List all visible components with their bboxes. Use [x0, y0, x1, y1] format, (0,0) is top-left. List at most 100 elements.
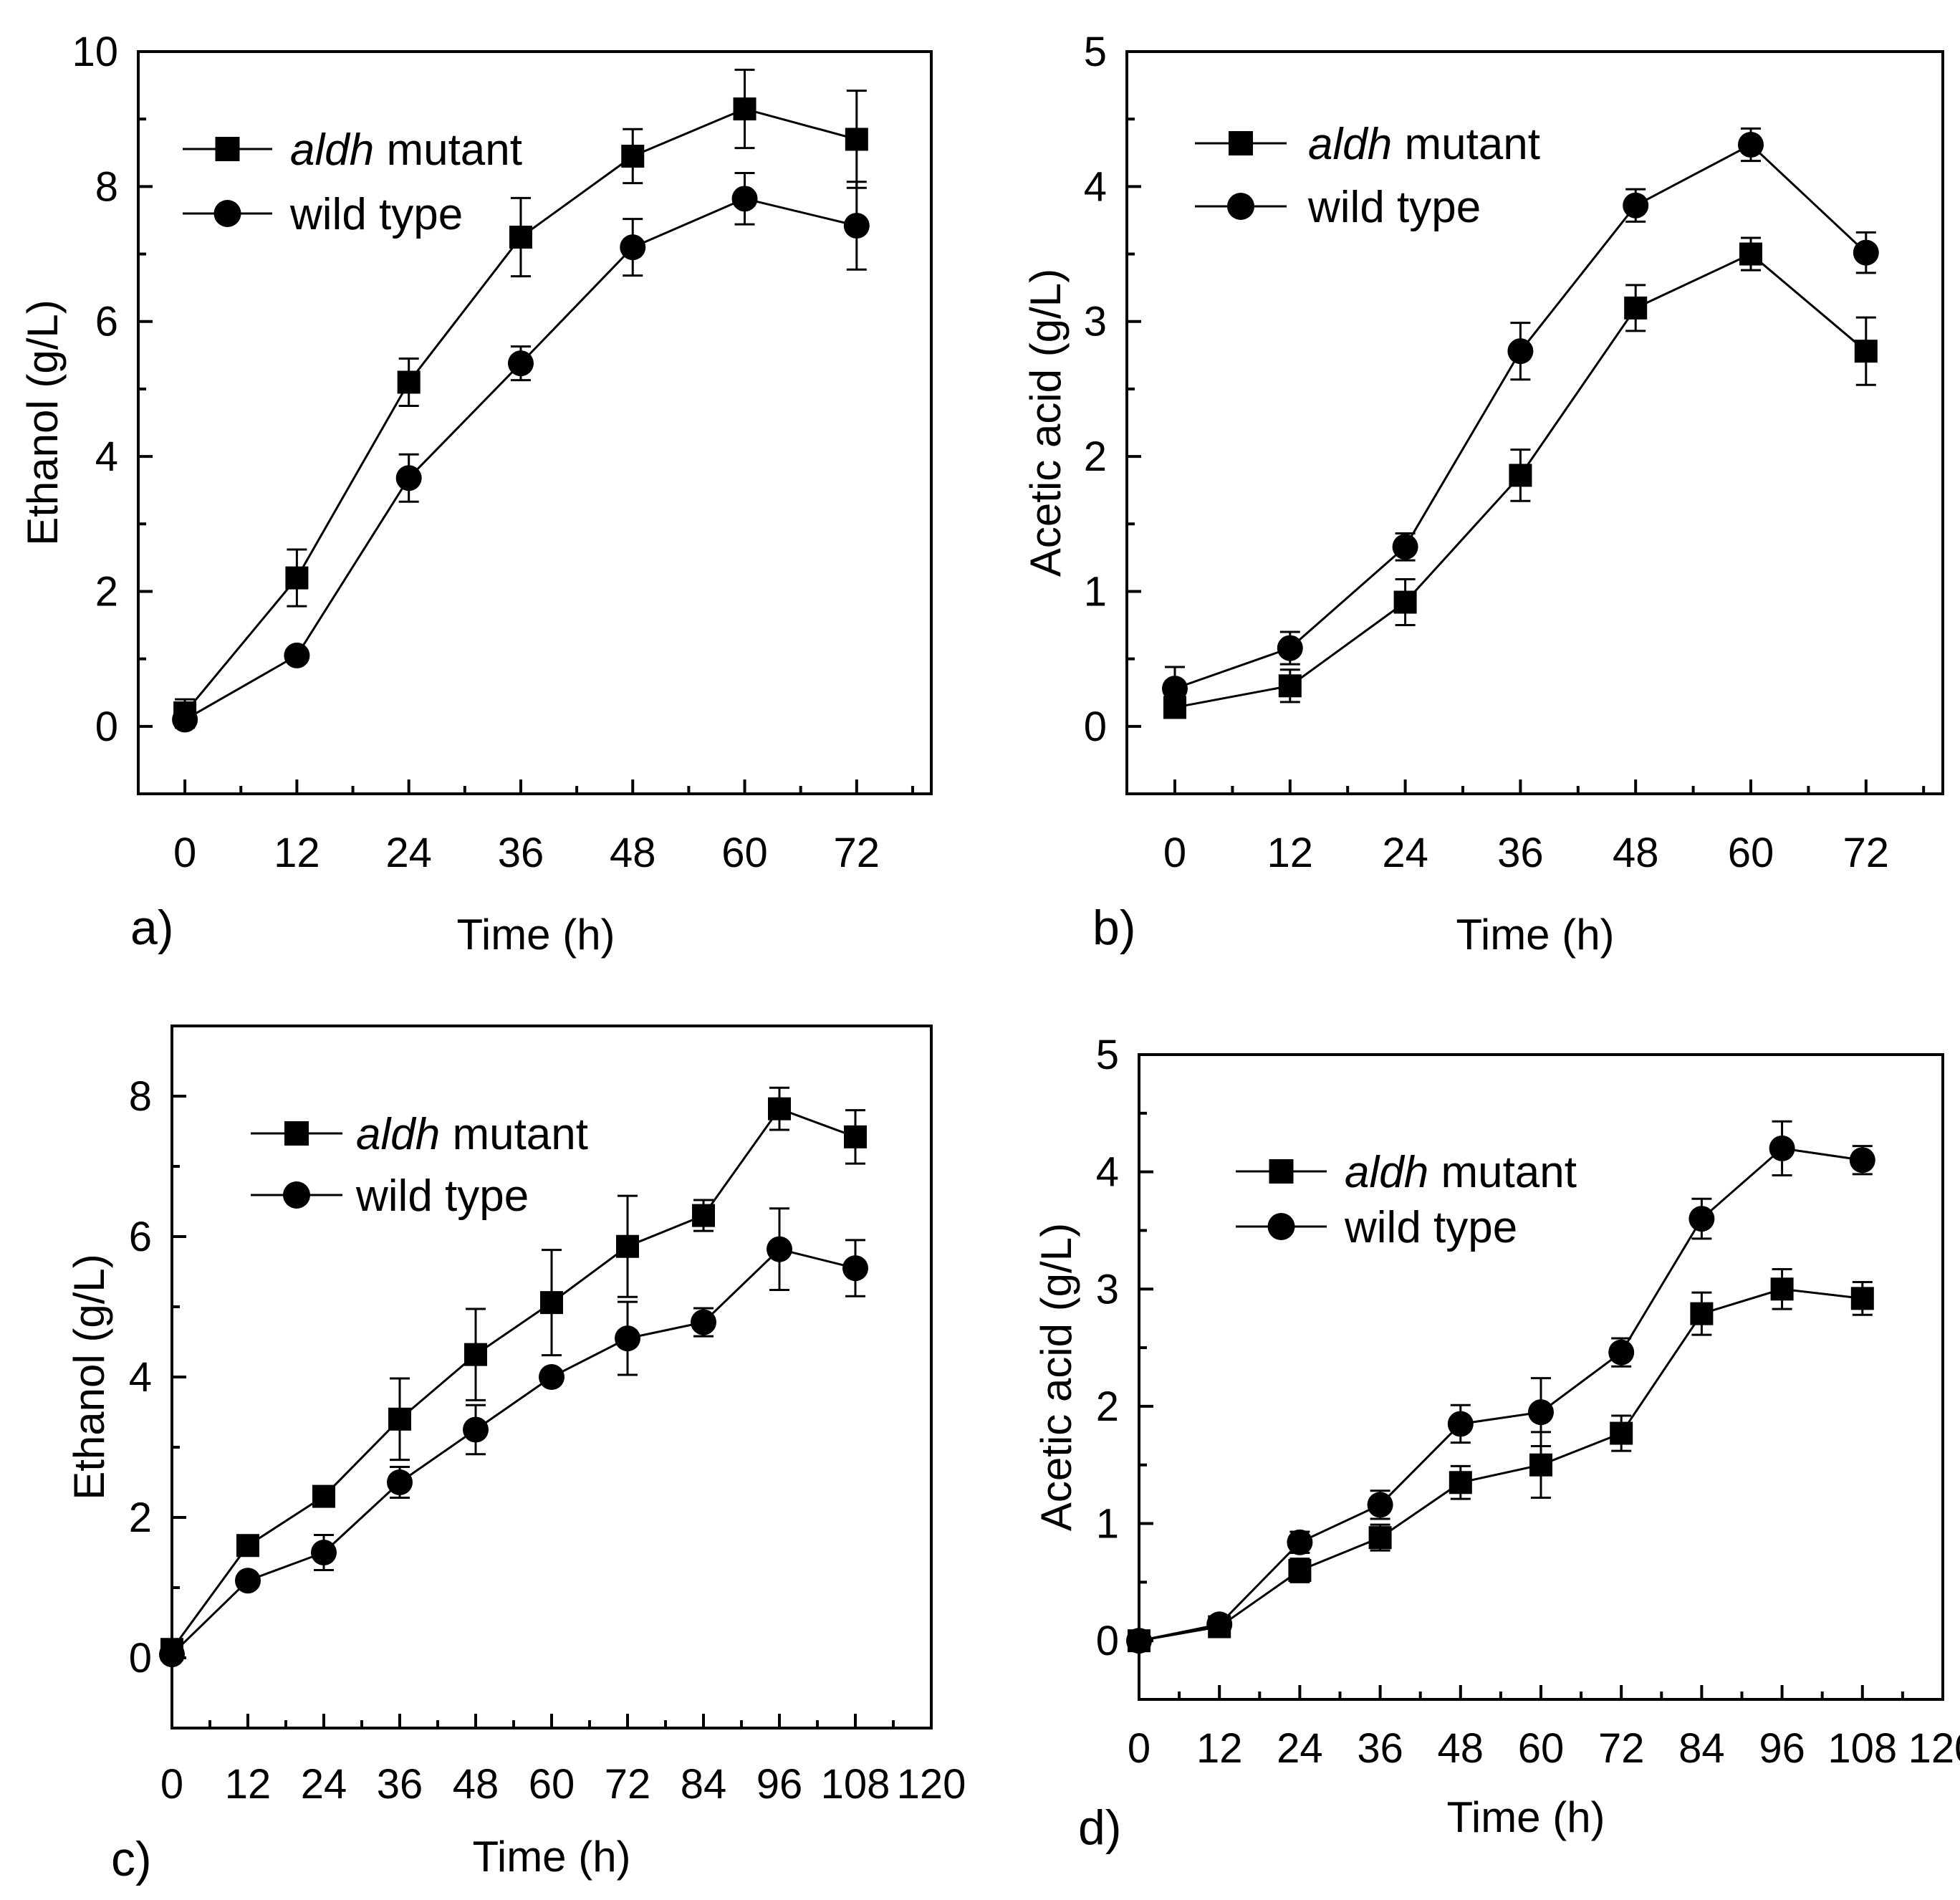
x-tick-label: 120: [897, 1761, 966, 1808]
y-axis-label: Ethanol (g/L): [65, 1254, 113, 1500]
square-marker: [1739, 242, 1762, 266]
square-marker: [1770, 1277, 1794, 1301]
x-tick-label: 60: [721, 830, 768, 876]
series-line: [1174, 143, 1867, 690]
x-tick-label: 36: [1497, 830, 1544, 876]
circle-marker: [767, 1236, 792, 1262]
x-tick-label: 0: [1128, 1725, 1150, 1772]
square-marker: [1854, 340, 1878, 363]
y-tick-label: 6: [129, 1214, 152, 1260]
x-axis-label: Time (h): [1456, 911, 1614, 959]
series-line: [1138, 1287, 1863, 1642]
y-tick-label: 4: [129, 1354, 152, 1401]
legend-label-text: wild type: [355, 1171, 529, 1221]
circle-marker: [463, 1416, 489, 1443]
legend-label-italic: aldh: [290, 125, 374, 175]
square-marker: [1393, 590, 1417, 614]
circle-marker: [1392, 534, 1418, 560]
circle-marker: [1623, 192, 1649, 219]
legend-label-text: mutant: [374, 125, 522, 175]
y-tick-label: 4: [95, 433, 118, 480]
panel-d: 01224364860728496108120012345Time (h)Ace…: [1032, 1032, 1960, 1855]
x-tick-label: 24: [301, 1761, 347, 1808]
legend-circle-marker: [283, 1181, 310, 1209]
x-tick-label: 36: [498, 830, 544, 876]
square-marker: [1610, 1421, 1633, 1445]
square-marker: [540, 1291, 563, 1315]
y-tick-label: 5: [1096, 1032, 1119, 1078]
circle-marker: [842, 1255, 868, 1282]
y-tick-label: 0: [1084, 704, 1107, 750]
x-tick-label: 60: [1518, 1725, 1565, 1772]
y-tick-label: 8: [95, 163, 118, 210]
x-tick-label: 36: [1357, 1725, 1403, 1772]
legend-circle-marker: [1227, 193, 1254, 220]
circle-marker: [1206, 1611, 1233, 1638]
circle-marker: [691, 1309, 716, 1335]
y-tick-label: 1: [1084, 568, 1107, 615]
legend-square-marker: [215, 137, 240, 161]
x-tick-label: 48: [1613, 830, 1659, 876]
y-tick-label: 4: [1096, 1149, 1119, 1196]
x-tick-label: 48: [1438, 1725, 1484, 1772]
legend-label-text: wild type: [289, 190, 463, 239]
square-marker: [464, 1343, 487, 1366]
legend-square-marker: [1269, 1159, 1294, 1184]
x-tick-label: 96: [1759, 1725, 1805, 1772]
square-marker: [616, 1234, 639, 1258]
circle-marker: [1608, 1339, 1635, 1366]
legend-label: wild type: [1307, 183, 1481, 232]
y-axis-label: Ethanol (g/L): [19, 299, 67, 546]
x-tick-label: 0: [160, 1761, 183, 1808]
legend: aldh mutant wild type: [251, 1110, 588, 1221]
square-marker: [692, 1204, 715, 1227]
x-tick-label: 60: [1728, 830, 1774, 876]
x-tick-label: 12: [274, 830, 320, 876]
legend-circle-marker: [213, 200, 241, 227]
legend-circle-marker: [1267, 1213, 1295, 1240]
x-axis-label: Time (h): [456, 911, 615, 959]
circle-marker: [615, 1325, 640, 1352]
square-marker: [236, 1534, 259, 1558]
panel-label: d): [1078, 1800, 1121, 1855]
y-tick-label: 5: [1084, 29, 1107, 75]
legend-label: wild type: [355, 1171, 529, 1221]
series-aldh-mutant: [1128, 1267, 1874, 1653]
x-tick-label: 60: [529, 1761, 575, 1808]
legend-label-italic: aldh: [1308, 120, 1392, 169]
y-tick-label: 6: [95, 299, 118, 345]
x-tick-label: 120: [1908, 1725, 1960, 1772]
series-wild-type: [1162, 127, 1879, 711]
y-tick-label: 2: [1084, 433, 1107, 480]
x-tick-label: 84: [1678, 1725, 1725, 1772]
legend-label: aldh mutant: [290, 125, 522, 175]
legend-label: wild type: [1344, 1203, 1517, 1252]
legend-label-text: wild type: [1307, 183, 1481, 232]
circle-marker: [1853, 239, 1879, 266]
x-tick-label: 108: [821, 1761, 890, 1808]
plot-frame: [137, 50, 933, 795]
panel-label: a): [130, 901, 173, 955]
x-tick-label: 12: [1196, 1725, 1243, 1772]
legend: aldh mutant wild type: [1236, 1148, 1577, 1252]
square-marker: [285, 566, 309, 590]
y-tick-label: 2: [129, 1494, 152, 1541]
circle-marker: [1126, 1628, 1152, 1654]
x-axis-label: Time (h): [1446, 1793, 1605, 1841]
circle-marker: [1769, 1135, 1795, 1161]
circle-marker: [507, 350, 534, 377]
square-marker: [1368, 1526, 1392, 1550]
square-marker: [621, 144, 645, 168]
x-tick-label: 48: [453, 1761, 499, 1808]
square-marker: [1288, 1559, 1312, 1582]
square-marker: [733, 97, 756, 121]
square-marker: [1690, 1302, 1714, 1325]
y-tick-label: 0: [1096, 1618, 1119, 1664]
panel-label: c): [111, 1832, 152, 1886]
circle-marker: [159, 1641, 185, 1668]
circle-marker: [1688, 1206, 1715, 1232]
legend-label: aldh mutant: [356, 1110, 588, 1159]
